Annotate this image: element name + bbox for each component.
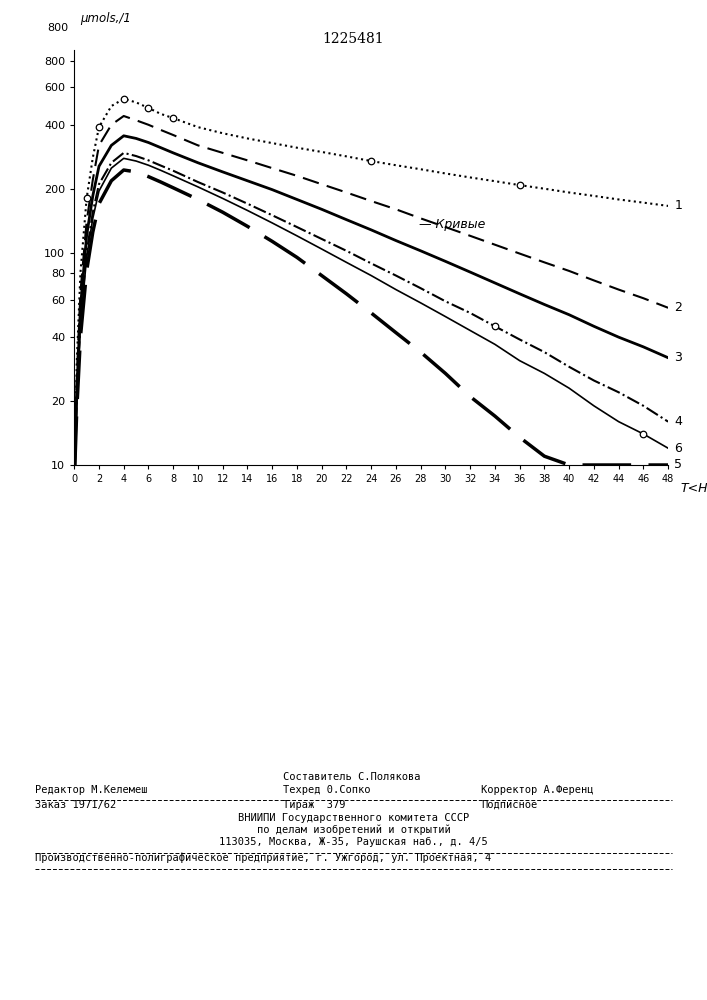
- Text: 1: 1: [674, 199, 682, 212]
- Text: 800: 800: [47, 23, 69, 33]
- Point: [93, 119, 105, 135]
- Text: 113035, Москва, Ж-35, Раушская наб., д. 4/5: 113035, Москва, Ж-35, Раушская наб., д. …: [219, 837, 488, 847]
- Point: [489, 318, 501, 334]
- Text: 6: 6: [674, 442, 682, 455]
- Text: Заказ 1971/62: Заказ 1971/62: [35, 800, 117, 810]
- Text: T<H7>: T<H7>: [680, 482, 707, 495]
- Text: 5: 5: [674, 458, 682, 472]
- Text: 2: 2: [674, 301, 682, 314]
- Text: Техред 0.Сопко: Техред 0.Сопко: [283, 785, 370, 795]
- Text: Тираж  379: Тираж 379: [283, 800, 345, 810]
- Text: ВНИИПИ Государственного комитета СССР: ВНИИПИ Государственного комитета СССР: [238, 813, 469, 823]
- Point: [81, 190, 92, 206]
- Text: — Кривые: — Кривые: [419, 218, 485, 231]
- Text: Корректор А.Ференц: Корректор А.Ференц: [481, 785, 593, 795]
- Text: 4: 4: [674, 415, 682, 428]
- Point: [118, 91, 129, 107]
- Point: [143, 100, 154, 116]
- Text: μmols,/1: μmols,/1: [80, 12, 131, 25]
- Text: Подписное: Подписное: [481, 800, 537, 810]
- Text: по делам изобретений и открытий: по делам изобретений и открытий: [257, 824, 450, 835]
- Text: Производственно-полиграфическое предприятие, г. Ужгород, ул. Проектная, 4: Производственно-полиграфическое предприя…: [35, 852, 491, 863]
- Point: [168, 110, 179, 126]
- Text: 1225481: 1225481: [322, 32, 385, 46]
- Text: Редактор М.Келемеш: Редактор М.Келемеш: [35, 785, 148, 795]
- Text: 3: 3: [674, 351, 682, 364]
- Point: [514, 177, 525, 193]
- Point: [638, 426, 649, 442]
- Point: [366, 153, 377, 169]
- Text: Составитель С.Полякова: Составитель С.Полякова: [283, 772, 420, 782]
